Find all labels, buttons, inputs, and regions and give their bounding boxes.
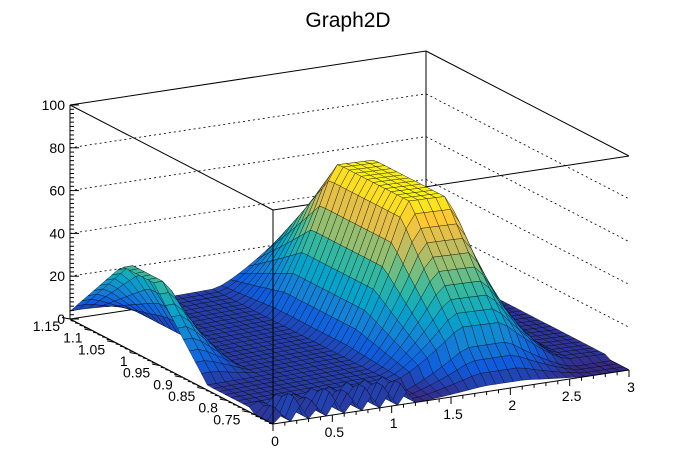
z-tick-label: 20 [49, 268, 65, 284]
x-tick-label: 3 [627, 379, 635, 395]
z-axis: 0 20 40 60 80 100 [42, 97, 79, 327]
y-tick-label: 1.1 [63, 330, 83, 346]
x-tick-label: 2.5 [562, 388, 582, 404]
z-tick-label: 100 [42, 97, 66, 113]
x-tick-label: 1 [390, 415, 398, 431]
x-tick-label: 0.5 [325, 424, 345, 440]
surface-plot [69, 159, 630, 425]
z-tick-label: 40 [49, 225, 65, 241]
x-tick-label: 2 [508, 397, 516, 413]
y-tick-label: 0.75 [213, 411, 240, 427]
y-tick-label: 1 [120, 353, 128, 369]
y-axis: 0.750.80.850.90.951 1.051.11.15 [33, 317, 274, 427]
x-axis: 0 0.5 1 1.5 2 2.5 3 [271, 370, 635, 449]
y-tick-label: 0.85 [168, 388, 195, 404]
y-tick-label: 0.95 [123, 365, 150, 381]
x-tick-label: 1.5 [443, 406, 463, 422]
y-tick-label: 0.9 [153, 376, 173, 392]
chart-title: Graph2D [305, 9, 390, 32]
y-tick-label: 1.15 [33, 318, 60, 334]
z-tick-label: 80 [49, 140, 65, 156]
y-tick-label: 0.8 [198, 400, 218, 416]
z-tick-label: 60 [49, 183, 65, 199]
x-tick-label: 0 [271, 433, 279, 449]
z-tick-label: 0 [57, 311, 65, 327]
y-tick-label: 1.05 [78, 341, 105, 357]
